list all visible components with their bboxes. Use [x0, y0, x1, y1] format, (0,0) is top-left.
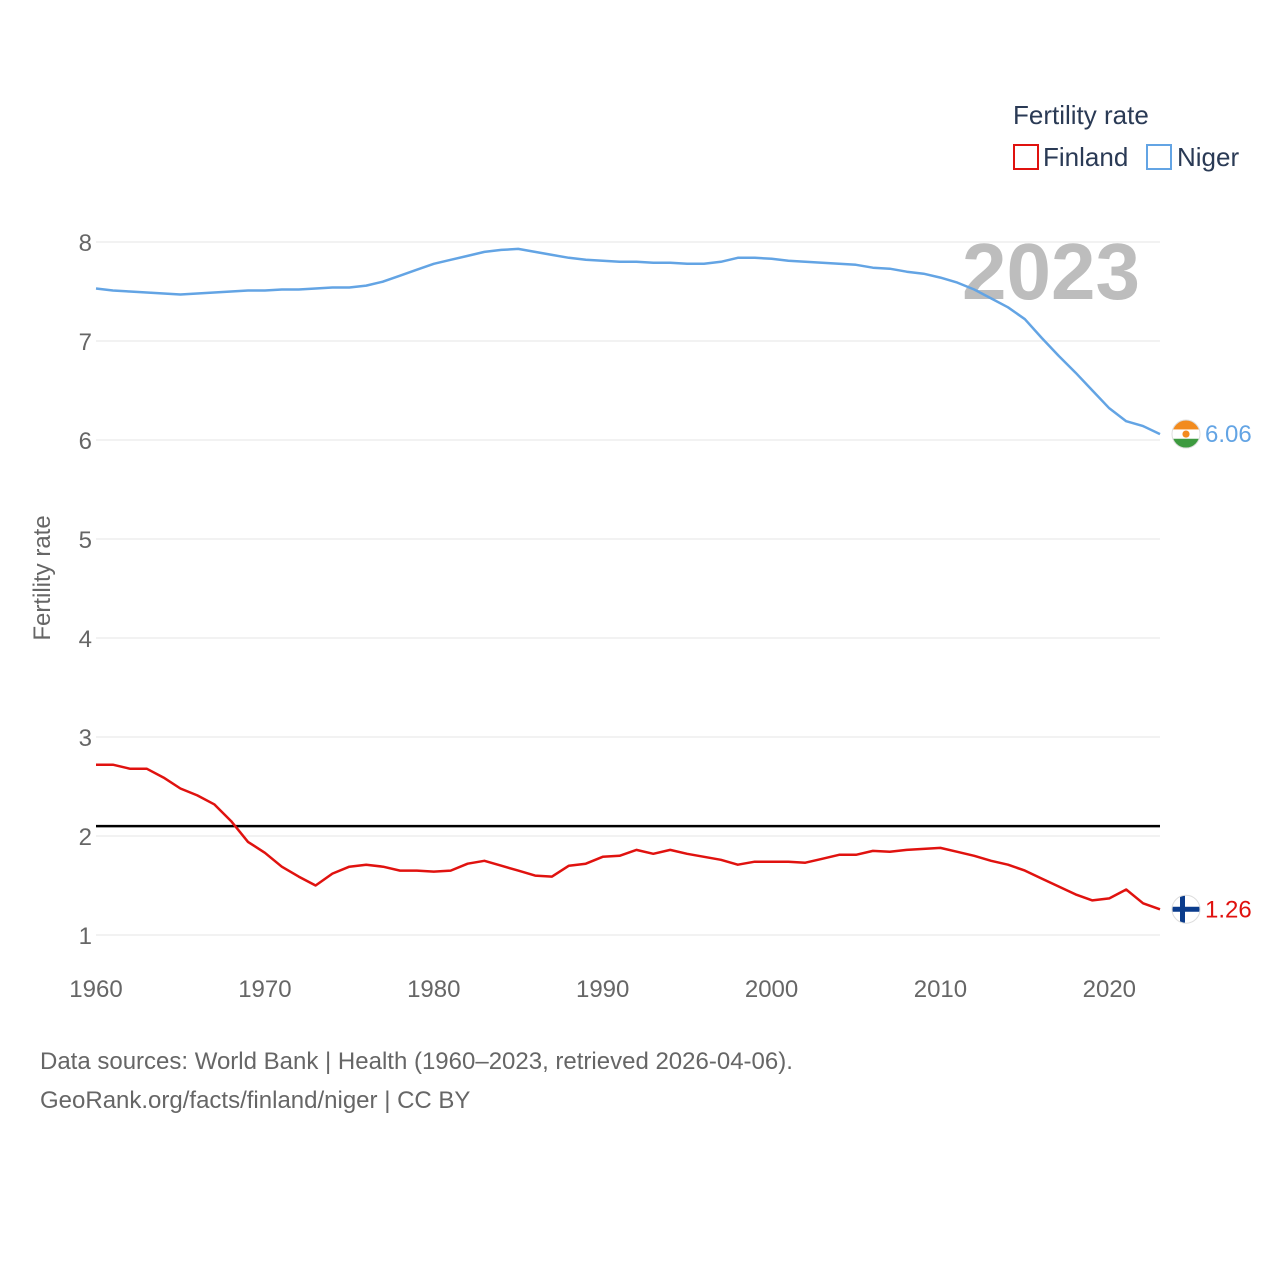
legend-title: Fertility rate [1013, 100, 1149, 130]
year-label: 2023 [962, 227, 1140, 316]
series-lines [95, 247, 1161, 911]
legend-item-niger[interactable]: Niger [1146, 142, 1239, 172]
x-tick-label: 1990 [576, 976, 629, 1003]
legend-label-finland: Finland [1043, 142, 1128, 172]
niger-flag-icon [1171, 419, 1201, 449]
y-axis: 1 2 3 4 5 6 7 8 [79, 230, 92, 950]
y-tick-label: 2 [79, 824, 92, 851]
legend-label-niger: Niger [1177, 142, 1239, 172]
y-tick-label: 7 [79, 329, 92, 356]
gridlines [96, 241, 1160, 936]
x-tick-label: 1980 [407, 976, 460, 1003]
legend-swatch-niger [1146, 144, 1172, 170]
y-tick-label: 6 [79, 428, 92, 455]
x-tick-label: 2000 [745, 976, 798, 1003]
series-line-niger [95, 247, 1161, 436]
data-source-footer: Data sources: World Bank | Health (1960–… [40, 1042, 793, 1120]
y-tick-label: 3 [79, 725, 92, 752]
finland-flag-icon [1171, 894, 1201, 924]
series-line-finland [96, 763, 1161, 911]
x-tick-label: 1960 [69, 976, 122, 1003]
x-tick-label: 1970 [238, 976, 291, 1003]
x-tick-label: 2010 [914, 976, 967, 1003]
attribution-line: GeoRank.org/facts/finland/niger | CC BY [40, 1087, 471, 1114]
finland-end-value: 1.26 [1205, 896, 1252, 923]
fertility-chart: Fertility rate Finland Niger 1 2 3 4 5 6 7 8 19… [29, 100, 1252, 1003]
x-tick-label: 2020 [1083, 976, 1136, 1003]
source-line: Data sources: World Bank | Health (1960–… [40, 1048, 793, 1075]
y-tick-label: 1 [79, 923, 92, 950]
y-axis-title: Fertility rate [29, 515, 56, 640]
legend-item-finland[interactable]: Finland [1013, 142, 1128, 172]
y-tick-label: 8 [79, 230, 92, 257]
x-axis: 1960 1970 1980 1990 2000 2010 2020 [69, 976, 1136, 1003]
niger-end-value: 6.06 [1205, 421, 1252, 448]
y-tick-label: 5 [79, 527, 92, 554]
y-tick-label: 4 [79, 626, 92, 653]
legend-swatch-finland [1013, 144, 1039, 170]
